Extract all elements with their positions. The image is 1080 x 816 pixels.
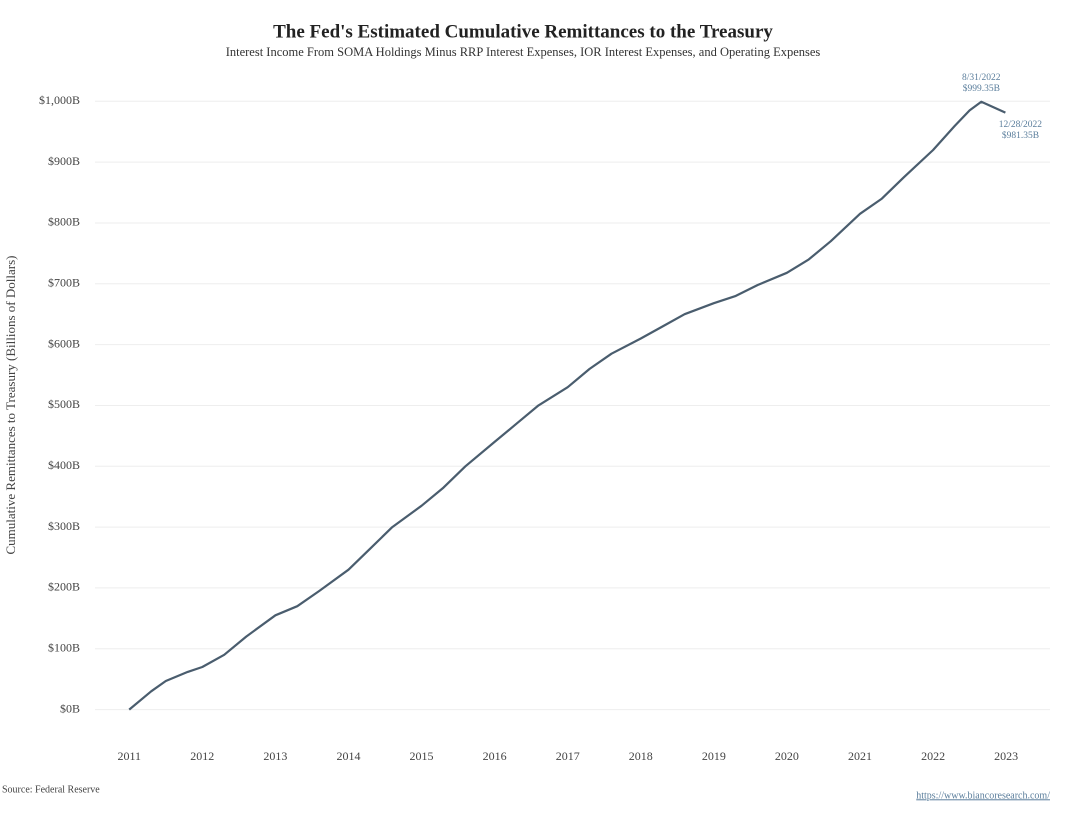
- x-tick-label: 2020: [775, 749, 799, 763]
- x-tick-label: 2011: [117, 749, 141, 763]
- y-tick-label: $600B: [48, 336, 80, 350]
- x-tick-label: 2018: [629, 749, 653, 763]
- y-tick-label: $800B: [48, 215, 80, 229]
- x-tick-label: 2023: [994, 749, 1018, 763]
- annotation-value: $981.35B: [1002, 130, 1039, 141]
- y-tick-label: $300B: [48, 519, 80, 533]
- x-tick-label: 2022: [921, 749, 945, 763]
- y-tick-label: $400B: [48, 458, 80, 472]
- annotation-date: 12/28/2022: [999, 120, 1043, 130]
- line-series: [128, 100, 1006, 711]
- x-tick-label: 2015: [410, 749, 434, 763]
- x-tick-label: 2017: [556, 749, 580, 763]
- x-tick-label: 2021: [848, 749, 872, 763]
- y-tick-label: $200B: [48, 580, 80, 594]
- y-tick-label: $500B: [48, 397, 80, 411]
- y-tick-label: $1,000B: [39, 93, 80, 107]
- x-tick-label: 2019: [702, 749, 726, 763]
- y-tick-label: $900B: [48, 154, 80, 168]
- annotation-date: 8/31/2022: [962, 73, 1001, 83]
- source: Source: Federal Reserve: [2, 784, 100, 795]
- chart-subtitle: Interest Income From SOMA Holdings Minus…: [226, 45, 821, 59]
- x-tick-label: 2012: [190, 749, 214, 763]
- chart-title: The Fed's Estimated Cumulative Remittanc…: [273, 21, 773, 42]
- url[interactable]: https://www.biancoresearch.com/: [916, 790, 1050, 801]
- y-tick-label: $100B: [48, 641, 80, 655]
- x-tick-label: 2013: [263, 749, 287, 763]
- x-tick-label: 2014: [336, 749, 360, 763]
- annotation-value: $999.35B: [963, 83, 1000, 94]
- x-tick-label: 2016: [483, 749, 507, 763]
- y-axis-label: Cumulative Remittances to Treasury (Bill…: [3, 256, 18, 555]
- y-tick-label: $0B: [60, 701, 80, 715]
- y-tick-label: $700B: [48, 276, 80, 290]
